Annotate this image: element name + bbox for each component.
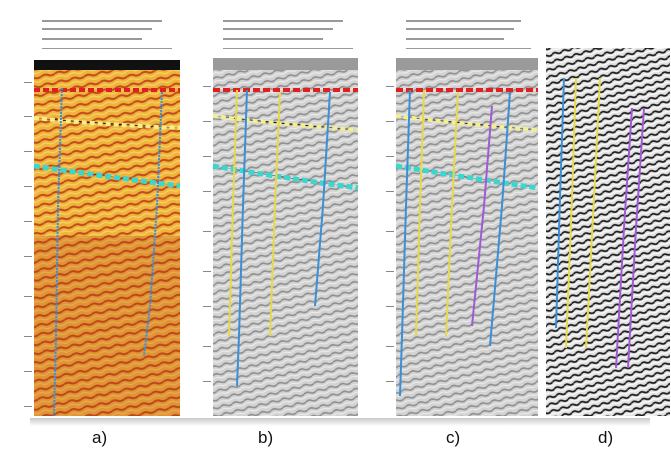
well-yellow-1 [565, 77, 577, 349]
seismic-panel-b [195, 6, 360, 418]
seismic-panel-c [380, 6, 540, 418]
well-yellow-1 [415, 89, 425, 337]
caption-a: a) [92, 428, 108, 447]
well-yellow-2 [585, 77, 601, 349]
drop-shadow [30, 418, 650, 426]
seismic-section-d [540, 48, 670, 416]
well-blue-1 [236, 89, 248, 387]
well-purple-1 [471, 105, 493, 327]
seismic-panel-a [12, 6, 182, 418]
horizon-cyan [212, 163, 359, 191]
well-blue-2 [489, 91, 511, 347]
caption-c: c) [446, 428, 461, 447]
caption-d: d) [598, 428, 614, 447]
well-blue-1 [399, 89, 411, 397]
well-blue-2 [314, 91, 331, 307]
well-yellow-2 [445, 91, 459, 337]
horizon-cyan [33, 163, 181, 189]
well-purple-1 [615, 107, 633, 369]
horizon-yellow [395, 114, 539, 132]
horizon-yellow [33, 116, 181, 130]
seismic-section-b [195, 6, 360, 418]
well-yellow-1 [228, 89, 238, 337]
horizon-cyan [395, 163, 539, 191]
seismic-section-a [12, 6, 182, 418]
caption-b: b) [258, 428, 274, 447]
well-purple-2 [627, 107, 645, 369]
horizon-yellow [212, 114, 359, 132]
well-blue-1 [555, 77, 565, 329]
well-yellow-2 [269, 91, 281, 337]
seismic-section-c [380, 6, 540, 418]
seismic-panel-d [540, 48, 670, 416]
well-blue-2 [143, 91, 163, 357]
well-blue-1 [53, 87, 63, 417]
